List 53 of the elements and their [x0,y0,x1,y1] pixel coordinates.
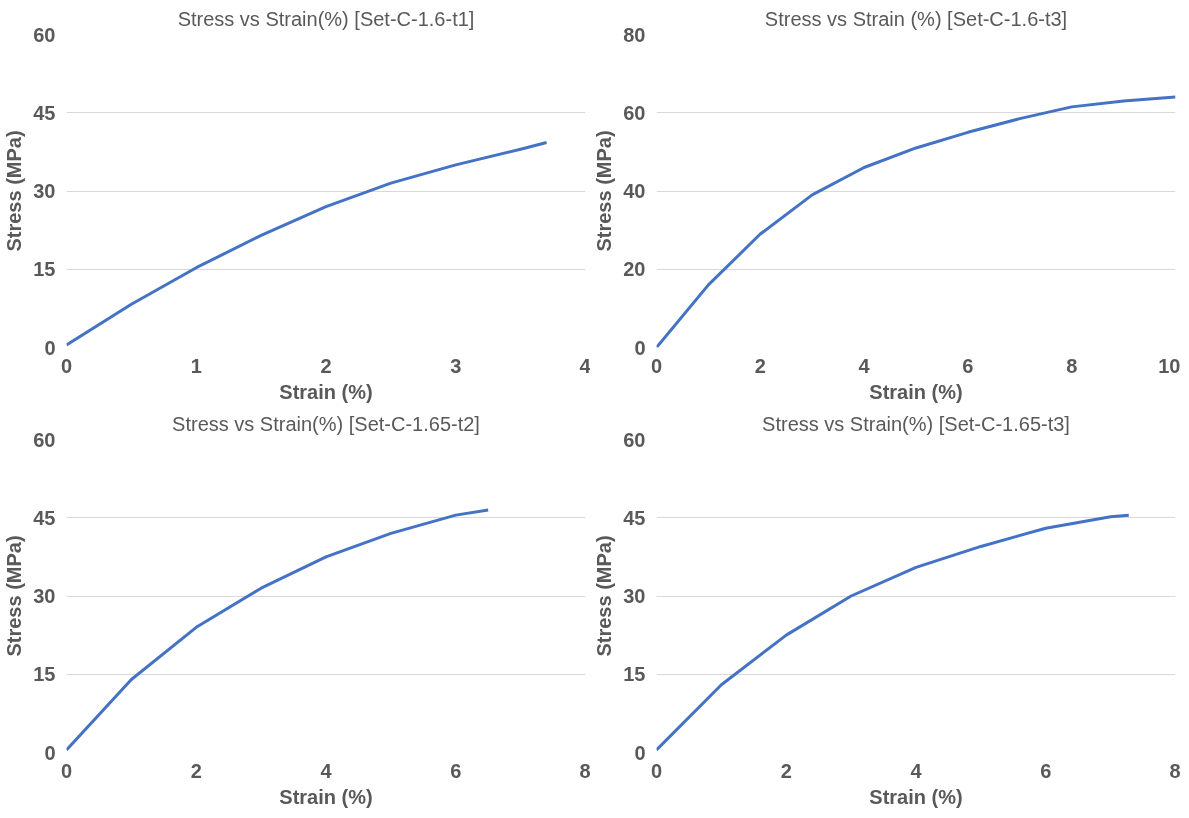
y-tick-label: 15 [33,663,56,686]
x-tick-label: 0 [650,354,663,377]
y-tick-label: 45 [33,506,56,529]
x-tick-label: 8 [1169,759,1181,782]
x-axis-title: Strain (%) [869,380,963,403]
x-tick-label: 2 [754,354,766,377]
chart-title: Stress vs Strain(%) [Set-C-1.6-t1] [177,7,475,30]
x-tick-label: 10 [1158,354,1181,377]
chart-title: Stress vs Strain(%) [Set-C-1.65-t3] [762,412,1070,435]
y-tick-label: 30 [33,180,56,202]
x-tick-label: 6 [450,759,462,782]
y-tick-label: 20 [623,258,646,281]
y-tick-label: 15 [623,663,646,686]
y-tick-label: 0 [634,336,646,359]
y-tick-label: 60 [623,101,646,124]
y-tick-label: 0 [44,741,56,764]
x-tick-label: 4 [320,759,333,782]
chart-title: Stress vs Strain(%) [Set-C-1.65-t2] [172,412,480,435]
y-axis-title: Stress (MPa) [593,535,616,657]
y-tick-label: 60 [33,428,56,451]
y-tick-label: 80 [623,23,646,46]
y-tick-label: 0 [634,741,646,764]
x-tick-label: 0 [650,759,663,782]
x-tick-label: 1 [190,354,202,377]
y-tick-label: 40 [623,180,646,202]
y-axis-title: Stress (MPa) [3,130,26,252]
y-tick-label: 30 [33,585,56,607]
y-tick-label: 45 [33,101,56,124]
y-axis-title: Stress (MPa) [3,535,26,657]
y-tick-label: 60 [33,23,56,46]
x-tick-label: 8 [1066,354,1078,377]
x-tick-label: 3 [450,354,462,377]
y-tick-label: 45 [623,506,646,529]
x-axis-title: Strain (%) [279,380,373,403]
x-tick-label: 0 [60,759,73,782]
y-tick-label: 60 [623,428,646,451]
x-axis-title: Strain (%) [869,785,963,808]
x-tick-label: 8 [579,759,591,782]
x-tick-label: 4 [579,354,592,377]
chart-title: Stress vs Strain (%) [Set-C-1.6-t3] [764,7,1068,30]
x-tick-label: 6 [1040,759,1052,782]
y-tick-label: 0 [44,336,56,359]
x-axis-title: Strain (%) [279,785,373,808]
x-tick-label: 4 [910,759,923,782]
x-tick-label: 4 [858,354,871,377]
y-tick-label: 30 [623,585,646,607]
x-tick-label: 2 [320,354,332,377]
x-tick-label: 6 [962,354,974,377]
y-tick-label: 15 [33,258,56,281]
y-axis-title: Stress (MPa) [593,130,616,252]
x-tick-label: 0 [60,354,73,377]
x-tick-label: 2 [780,759,792,782]
x-tick-label: 2 [190,759,202,782]
